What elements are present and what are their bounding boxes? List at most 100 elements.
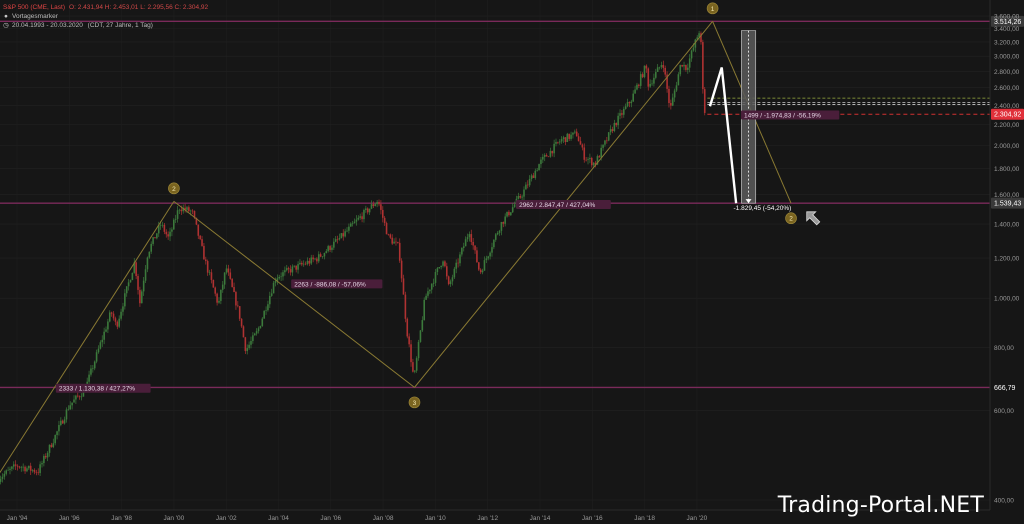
candle-body <box>131 272 134 281</box>
y-tick-label: 3.600,00 <box>994 14 1020 21</box>
x-tick-label: Jan '16 <box>582 515 603 522</box>
annotation-bg <box>516 199 611 209</box>
candle-body <box>415 358 418 371</box>
candle-body <box>229 272 232 279</box>
candle-body <box>374 204 377 207</box>
wave-marker[interactable]: 2 <box>168 182 180 195</box>
wave-marker[interactable]: 3 <box>408 396 421 409</box>
candle-body <box>22 466 24 468</box>
candle-body <box>336 239 339 240</box>
x-axis[interactable]: Jan '94 Jan '96 Jan '98 Jan '00 Jan '02 Jan '… <box>0 509 990 522</box>
annotation-text: 2962 / 2.847,47 / 427,04% <box>519 202 595 209</box>
candle-body <box>587 159 589 160</box>
range-row[interactable]: ◷ 20.04.1993 - 20.03.2020 (CDT, 27 Jahre,… <box>3 21 153 30</box>
candle-body <box>542 156 544 160</box>
candle-body <box>139 289 141 304</box>
candle-body <box>221 284 224 290</box>
candle-body <box>321 256 324 258</box>
candle-body <box>282 272 284 277</box>
candle-body <box>468 234 471 238</box>
candle-body <box>380 204 382 210</box>
gridlines <box>0 15 990 501</box>
candle-body <box>451 277 454 282</box>
candle-body <box>381 209 384 218</box>
candle-body <box>461 247 463 255</box>
candle-body <box>88 374 90 382</box>
candle-body <box>9 468 11 470</box>
candle-body <box>107 321 109 330</box>
candle-body <box>208 272 211 273</box>
wave-marker[interactable]: 2 <box>785 212 797 225</box>
y-tick-label: 2.000,00 <box>994 143 1020 150</box>
candle-body <box>457 262 459 264</box>
candle-body <box>649 83 651 87</box>
candle-body <box>671 97 674 106</box>
candle-body <box>412 362 414 372</box>
price-tag[interactable]: 1.539,43 <box>991 197 1024 209</box>
candle-body <box>670 103 672 106</box>
candle-body <box>144 269 147 281</box>
candle-body <box>267 304 269 311</box>
candle-body <box>653 77 655 84</box>
candle-body <box>137 276 139 290</box>
y-axis[interactable]: 400,00 600,00 800,00 1.000,00 1.200,00 1.400,… <box>989 0 1020 510</box>
candle-body <box>214 287 217 294</box>
candle-body <box>237 305 239 307</box>
price-tag[interactable]: 666,79 <box>991 382 1024 393</box>
candle-body <box>248 344 250 349</box>
candle-body <box>329 246 331 250</box>
candle-body <box>3 473 6 477</box>
annotation-bg <box>291 279 383 289</box>
candle-body <box>703 89 706 113</box>
white-projection <box>708 67 738 204</box>
candle-body <box>494 234 497 240</box>
candle-body <box>455 262 458 269</box>
marker-row[interactable]: ● Vortagesmarker <box>3 12 58 21</box>
price-tag-label: 666,79 <box>994 385 1016 392</box>
candle-body <box>304 263 307 265</box>
candle-body <box>349 223 352 227</box>
candle-body <box>133 262 136 273</box>
candle-body <box>250 340 252 345</box>
candle-body <box>0 478 2 482</box>
candles <box>0 30 706 485</box>
candle-body <box>186 207 188 210</box>
candle-body <box>18 466 21 468</box>
candle-body <box>617 115 619 126</box>
candle-body <box>41 463 43 465</box>
candle-body <box>195 217 198 225</box>
clock-icon: ◷ <box>3 22 9 29</box>
wave-marker-label: 1 <box>711 6 715 13</box>
candle-body <box>442 261 444 266</box>
candle-body <box>75 395 77 400</box>
candle-body <box>694 39 697 48</box>
candle-body <box>376 201 378 205</box>
candle-body <box>613 122 616 132</box>
candle-body <box>244 337 247 352</box>
candle-body <box>206 261 209 273</box>
price-tag[interactable]: 3.514,26 <box>991 15 1024 27</box>
candle-body <box>12 464 15 467</box>
candle-body <box>263 310 265 319</box>
wave-marker[interactable]: 1 <box>706 2 719 15</box>
candle-body <box>108 312 111 322</box>
symbol-label[interactable]: S&P 500 (CME, Last) <box>3 4 66 11</box>
candle-body <box>585 159 587 161</box>
candle-body <box>103 331 105 340</box>
candle-body <box>500 221 503 231</box>
price-tag[interactable]: 2.304,92 <box>991 108 1024 120</box>
candle-body <box>692 47 695 51</box>
price-tag-bg <box>991 197 1024 209</box>
candle-body <box>124 293 126 307</box>
candle-body <box>589 158 591 160</box>
candle-body <box>76 395 79 397</box>
candle-body <box>69 405 72 410</box>
candle-body <box>436 268 439 273</box>
candle-body <box>634 89 636 94</box>
candle-body <box>235 292 237 306</box>
candle-body <box>496 232 499 235</box>
x-tick-label: Jan '02 <box>216 515 237 522</box>
candle-body <box>319 254 322 257</box>
candle-body <box>212 279 215 288</box>
